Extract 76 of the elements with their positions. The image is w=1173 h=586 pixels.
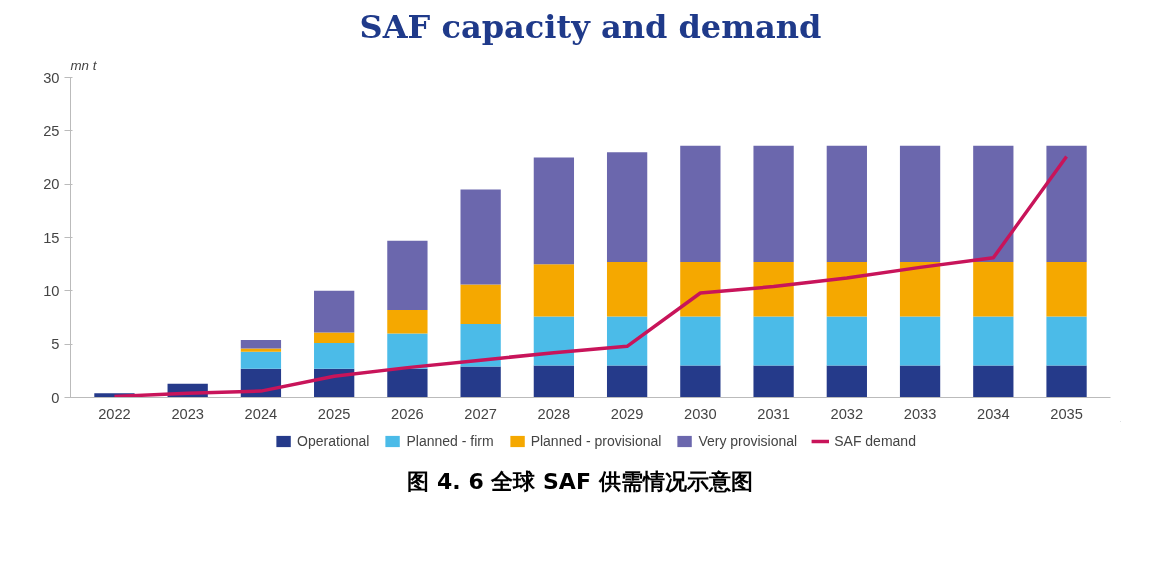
bar [314, 332, 355, 344]
chart-title: SAF capacity and demand [359, 7, 822, 46]
x-tick-label: 2030 [684, 405, 717, 422]
bar [899, 145, 941, 263]
bar [240, 339, 282, 349]
y-tick-label: 20 [43, 176, 60, 193]
x-tick-label: 2032 [830, 405, 864, 422]
x-tick-label: 2027 [464, 405, 497, 422]
y-tick-label: 0 [51, 389, 60, 406]
bar [533, 264, 575, 317]
x-tick-label: 2029 [610, 405, 644, 422]
x-tick-label: 2026 [391, 405, 424, 422]
legend-label: Planned - provisional [530, 433, 662, 449]
bar [973, 262, 1014, 317]
x-tick-label: 2023 [171, 405, 204, 422]
y-tick-label: 10 [43, 282, 60, 299]
bar [753, 262, 794, 317]
y-tick-label: 25 [43, 122, 60, 139]
bar [826, 316, 867, 366]
x-tick-label: 2035 [1050, 405, 1083, 422]
bar [826, 145, 867, 263]
bar [606, 262, 648, 317]
legend-label: Planned - firm [406, 433, 494, 449]
y-tick-label: 5 [51, 336, 60, 353]
y-axis-title: mn t [70, 57, 98, 73]
bar [680, 365, 721, 398]
bar [314, 290, 355, 333]
bar [1046, 262, 1087, 317]
bar [606, 316, 648, 366]
legend-label: Operational [297, 433, 370, 449]
bar [899, 365, 941, 398]
x-tick-label: 2022 [98, 405, 131, 422]
bar [753, 316, 794, 366]
x-tick-label: 2034 [977, 405, 1010, 422]
bar [240, 348, 282, 352]
x-tick-label: 2024 [244, 405, 278, 422]
bar [240, 351, 282, 369]
bar [606, 152, 648, 263]
legend-label: SAF demand [834, 433, 916, 449]
bar [680, 145, 721, 263]
bar [533, 365, 575, 398]
bar [973, 365, 1014, 398]
line-series [112, 154, 1069, 398]
bar [680, 262, 721, 317]
bar [899, 262, 941, 317]
bar [1046, 145, 1087, 263]
caption: 图 4. 6 全球 SAF 供需情况示意图 [407, 468, 753, 496]
x-tick-label: 2031 [757, 405, 790, 422]
bar [460, 323, 501, 367]
bar [753, 365, 794, 398]
x-tick-label: 2028 [537, 405, 571, 422]
bar [533, 157, 575, 265]
y-tick-label: 30 [43, 69, 60, 86]
y-tick-label: 15 [43, 229, 60, 246]
bar [533, 316, 575, 366]
bar [899, 316, 941, 366]
bar [387, 240, 428, 311]
bar [387, 368, 428, 398]
bar [460, 189, 501, 285]
bar [1046, 316, 1087, 366]
bar [973, 145, 1014, 263]
bar [314, 343, 355, 369]
bar [826, 365, 867, 398]
bar [753, 145, 794, 263]
bar [460, 366, 501, 398]
bar [680, 316, 721, 366]
bar [1046, 365, 1087, 398]
bar [606, 365, 648, 398]
bar [460, 284, 501, 324]
bar [973, 316, 1014, 366]
bar [826, 262, 867, 317]
x-tick-label: 2033 [903, 405, 937, 422]
legend-label: Very provisional [698, 433, 798, 449]
x-tick-label: 2025 [317, 405, 351, 422]
bar [387, 310, 428, 334]
bar [387, 333, 428, 369]
